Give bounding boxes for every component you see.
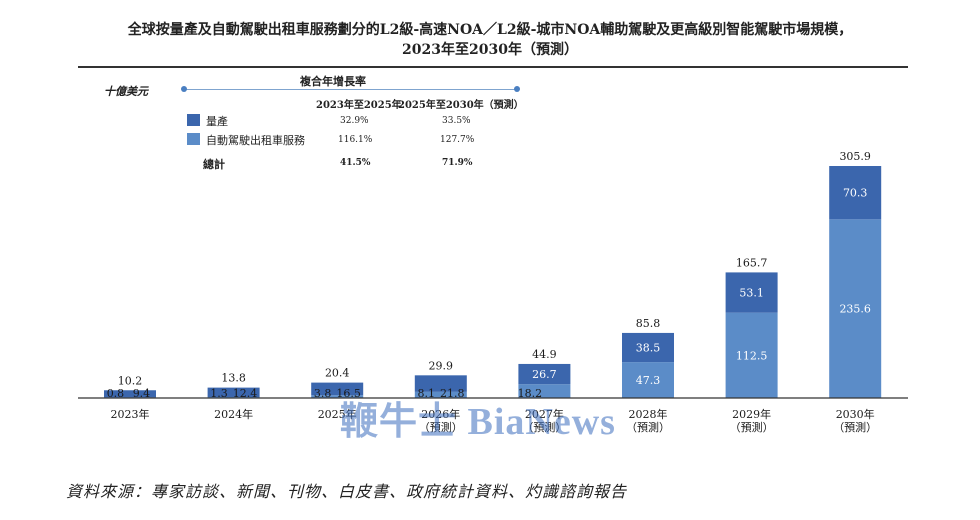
cagr-total-label: 總計 bbox=[203, 158, 225, 171]
x-tick-label-5-sub: （預測） bbox=[626, 420, 670, 434]
x-tick-label-1: 2024年 bbox=[214, 407, 253, 421]
total-label-2: 20.4 bbox=[325, 367, 350, 380]
bar-robotaxi-6 bbox=[725, 312, 778, 398]
data-label-mass-production-7: 70.3 bbox=[843, 187, 868, 200]
bar-robotaxi-4 bbox=[518, 384, 571, 398]
legend-label-mass-production: 量產 bbox=[206, 115, 228, 128]
bar-robotaxi-7 bbox=[829, 219, 882, 398]
data-label-mass-production-6: 53.1 bbox=[739, 287, 764, 300]
chart-title-line1: 全球按量產及自動駕駛出租車服務劃分的L2級-高速NOA／L2級-城市NOA輔助駕… bbox=[127, 22, 853, 38]
cagr-title: 複合年增長率 bbox=[300, 75, 366, 88]
cagr-divider-dot-left bbox=[181, 86, 187, 92]
bar-mass-production-7 bbox=[829, 166, 882, 220]
source-note: 資料來源：專家訪談、新聞、刊物、白皮書、政府統計資料、灼識諮詢報告 bbox=[66, 482, 628, 501]
chart-title: 全球按量產及自動駕駛出租車服務劃分的L2級-高速NOA／L2級-城市NOA輔助駕… bbox=[40, 20, 940, 60]
watermark: 鞭牛士 BiaNews bbox=[340, 401, 616, 443]
total-label-4: 44.9 bbox=[532, 348, 557, 361]
chart-title-line2: 2023年至2030年（預測） bbox=[402, 42, 578, 58]
cagr-robotaxi-2025-2030: 127.7% bbox=[440, 135, 475, 145]
total-label-5: 85.8 bbox=[636, 317, 661, 330]
data-label-robotaxi-1: 1.3 bbox=[210, 387, 228, 400]
x-tick-label-6: 2029年 bbox=[732, 407, 771, 421]
cagr-divider bbox=[185, 89, 519, 90]
x-tick-label-6-sub: （預測） bbox=[730, 420, 774, 434]
title-divider bbox=[78, 66, 908, 68]
data-label-mass-production-0: 9.4 bbox=[133, 387, 151, 400]
x-tick-label-3-sub: （預測） bbox=[419, 420, 463, 434]
total-label-6: 165.7 bbox=[736, 256, 768, 269]
bar-robotaxi-2 bbox=[311, 395, 364, 398]
data-label-mass-production-1: 12.4 bbox=[233, 387, 258, 400]
legend-label-robotaxi: 自動駕駛出租車服務 bbox=[206, 134, 305, 147]
cagr-total-2025-2030: 71.9% bbox=[442, 158, 473, 168]
bar-robotaxi-3 bbox=[414, 391, 467, 398]
cagr-robotaxi-2023-2025: 116.1% bbox=[338, 135, 373, 145]
total-label-3: 29.9 bbox=[429, 359, 454, 372]
bar-mass-production-4 bbox=[518, 363, 571, 385]
cagr-total-2023-2025: 41.5% bbox=[340, 158, 371, 168]
x-tick-label-5: 2028年 bbox=[629, 407, 668, 421]
data-label-robotaxi-0: 0.8 bbox=[107, 387, 125, 400]
total-label-7: 305.9 bbox=[839, 150, 871, 163]
legend-swatch-mass-production bbox=[187, 114, 200, 126]
x-tick-label-3: 2026年 bbox=[421, 407, 460, 421]
bar-mass-production-0 bbox=[104, 390, 156, 398]
data-label-mass-production-3: 21.8 bbox=[440, 387, 465, 400]
bar-mass-production-2 bbox=[311, 382, 364, 396]
data-label-robotaxi-4: 18.2 bbox=[518, 387, 543, 400]
bar-robotaxi-5 bbox=[622, 362, 674, 398]
x-tick-label-4-sub: （預測） bbox=[522, 420, 566, 434]
cagr-col-header-1: 2023年至2025年 bbox=[316, 100, 402, 111]
data-label-robotaxi-6: 112.5 bbox=[736, 349, 768, 362]
x-tick-label-2: 2025年 bbox=[318, 407, 357, 421]
bar-mass-production-6 bbox=[725, 272, 778, 313]
x-tick-label-7-sub: （預測） bbox=[833, 420, 877, 434]
data-label-mass-production-2: 16.5 bbox=[336, 387, 361, 400]
bar-mass-production-3 bbox=[414, 375, 467, 392]
total-label-1: 13.8 bbox=[221, 372, 246, 385]
cagr-mass-production-2023-2025: 32.9% bbox=[340, 116, 369, 126]
cagr-col-header-2: 2025年至2030年（預測） bbox=[398, 100, 524, 111]
data-label-robotaxi-2: 3.8 bbox=[314, 387, 332, 400]
cagr-divider-dot-right bbox=[514, 86, 520, 92]
unit-label: 十億美元 bbox=[104, 85, 148, 98]
cagr-mass-production-2025-2030: 33.5% bbox=[442, 116, 471, 126]
data-label-robotaxi-5: 47.3 bbox=[636, 374, 661, 387]
data-label-mass-production-4: 26.7 bbox=[532, 368, 557, 381]
x-tick-label-0: 2023年 bbox=[111, 407, 150, 421]
total-label-0: 10.2 bbox=[118, 374, 143, 387]
x-tick-label-7: 2030年 bbox=[836, 407, 875, 421]
legend-swatch-robotaxi bbox=[187, 133, 200, 145]
x-tick-label-4: 2027年 bbox=[525, 407, 564, 421]
bar-mass-production-5 bbox=[622, 332, 674, 363]
data-label-robotaxi-3: 8.1 bbox=[417, 387, 435, 400]
bar-mass-production-1 bbox=[207, 387, 260, 398]
data-label-mass-production-5: 38.5 bbox=[636, 342, 661, 355]
data-label-robotaxi-7: 235.6 bbox=[839, 303, 871, 316]
